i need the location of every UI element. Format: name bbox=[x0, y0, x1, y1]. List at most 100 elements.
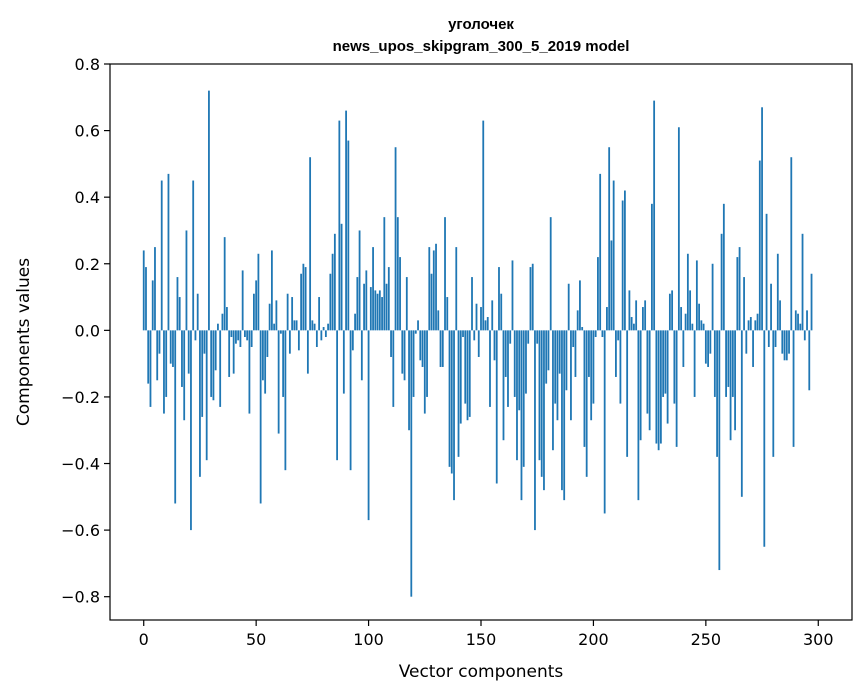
bar-component-157 bbox=[495, 330, 498, 484]
bar-component-94 bbox=[354, 313, 356, 331]
bar-component-173 bbox=[531, 263, 534, 331]
bar-component-230 bbox=[659, 330, 662, 444]
x-axis-label: Vector components bbox=[399, 662, 564, 682]
bar-component-35 bbox=[221, 313, 224, 331]
bar-component-262 bbox=[731, 330, 734, 397]
bar-component-3 bbox=[149, 330, 152, 407]
bar-component-193 bbox=[576, 310, 579, 331]
bar-component-158 bbox=[498, 267, 500, 331]
bar-component-16 bbox=[178, 297, 181, 331]
bar-component-93 bbox=[351, 330, 354, 351]
bar-component-239 bbox=[680, 307, 683, 331]
bar-component-228 bbox=[655, 330, 658, 444]
bar-component-112 bbox=[394, 147, 397, 331]
bar-component-234 bbox=[668, 293, 671, 331]
bar-component-58 bbox=[273, 323, 276, 331]
bar-component-189 bbox=[567, 283, 570, 331]
bar-component-22 bbox=[192, 180, 195, 331]
bar-component-24 bbox=[196, 293, 199, 331]
bar-component-252 bbox=[709, 330, 712, 354]
bar-component-10 bbox=[165, 330, 168, 397]
bar-component-20 bbox=[187, 330, 190, 374]
bar-component-220 bbox=[637, 330, 640, 501]
bar-component-281 bbox=[774, 330, 777, 347]
bar-component-229 bbox=[657, 330, 660, 451]
bar-component-130 bbox=[435, 243, 437, 331]
bar-component-101 bbox=[369, 287, 372, 331]
bar-component-36 bbox=[223, 237, 226, 331]
bar-component-144 bbox=[466, 330, 469, 421]
bar-component-120 bbox=[412, 330, 415, 397]
bar-component-70 bbox=[300, 273, 303, 331]
bar-component-118 bbox=[408, 330, 410, 431]
bar-component-224 bbox=[646, 330, 649, 414]
bar-component-125 bbox=[423, 330, 426, 414]
bar-component-73 bbox=[306, 330, 309, 374]
bar-component-80 bbox=[322, 327, 325, 331]
bar-component-39 bbox=[230, 330, 233, 338]
bar-component-275 bbox=[761, 107, 763, 331]
bar-component-133 bbox=[441, 330, 444, 367]
bar-component-225 bbox=[648, 330, 651, 431]
bar-component-166 bbox=[516, 330, 518, 461]
bar-component-40 bbox=[232, 330, 235, 374]
bar-component-51 bbox=[257, 253, 260, 331]
bar-component-245 bbox=[693, 330, 696, 397]
bar-component-25 bbox=[199, 330, 201, 477]
bar-component-7 bbox=[158, 330, 161, 354]
bar-component-146 bbox=[471, 277, 473, 331]
bar-component-271 bbox=[752, 330, 754, 367]
bar-component-217 bbox=[630, 317, 633, 331]
bar-component-291 bbox=[797, 313, 799, 331]
bar-component-164 bbox=[511, 260, 514, 331]
bar-component-85 bbox=[333, 233, 336, 331]
bar-component-216 bbox=[628, 290, 631, 331]
bar-component-169 bbox=[522, 330, 525, 467]
bar-component-26 bbox=[201, 330, 204, 417]
bar-component-256 bbox=[718, 330, 721, 571]
x-tick-label: 150 bbox=[466, 630, 497, 649]
bar-component-119 bbox=[410, 330, 413, 597]
bar-component-209 bbox=[612, 180, 615, 331]
bar-component-74 bbox=[309, 157, 312, 331]
y-axis-label: Components values bbox=[14, 258, 34, 426]
bar-component-67 bbox=[293, 320, 296, 331]
bar-component-156 bbox=[493, 330, 496, 361]
bar-component-199 bbox=[590, 330, 593, 421]
bar-component-162 bbox=[507, 330, 509, 407]
bar-component-288 bbox=[790, 157, 793, 331]
bar-component-95 bbox=[356, 277, 359, 331]
y-tick-label: 0.4 bbox=[75, 188, 100, 207]
bar-component-214 bbox=[624, 190, 626, 331]
bar-component-283 bbox=[779, 300, 781, 331]
bar-component-86 bbox=[336, 330, 338, 461]
bar-component-260 bbox=[727, 330, 730, 387]
bar-component-197 bbox=[585, 330, 588, 477]
bar-component-59 bbox=[275, 300, 278, 331]
bar-component-13 bbox=[172, 330, 174, 367]
bar-component-171 bbox=[527, 330, 530, 344]
bar-component-201 bbox=[594, 330, 597, 338]
bar-component-102 bbox=[372, 247, 374, 331]
bar-component-232 bbox=[664, 330, 667, 394]
bar-component-108 bbox=[385, 283, 388, 331]
bar-component-91 bbox=[347, 140, 350, 331]
bar-component-5 bbox=[154, 247, 156, 331]
bar-component-264 bbox=[736, 257, 739, 331]
bar-component-204 bbox=[601, 330, 604, 338]
bar-component-253 bbox=[711, 263, 714, 331]
bar-component-96 bbox=[358, 230, 361, 331]
bar-component-124 bbox=[421, 330, 424, 367]
bar-component-263 bbox=[734, 330, 736, 431]
bar-component-45 bbox=[244, 330, 246, 338]
bar-component-159 bbox=[500, 293, 503, 331]
bar-component-48 bbox=[250, 330, 253, 347]
bar-component-23 bbox=[194, 330, 197, 341]
bar-component-116 bbox=[403, 330, 406, 381]
bar-component-267 bbox=[743, 277, 745, 331]
bar-component-221 bbox=[639, 330, 642, 441]
y-tick-label: 0.8 bbox=[75, 55, 100, 74]
bar-component-54 bbox=[264, 330, 267, 394]
bar-component-143 bbox=[464, 330, 467, 404]
